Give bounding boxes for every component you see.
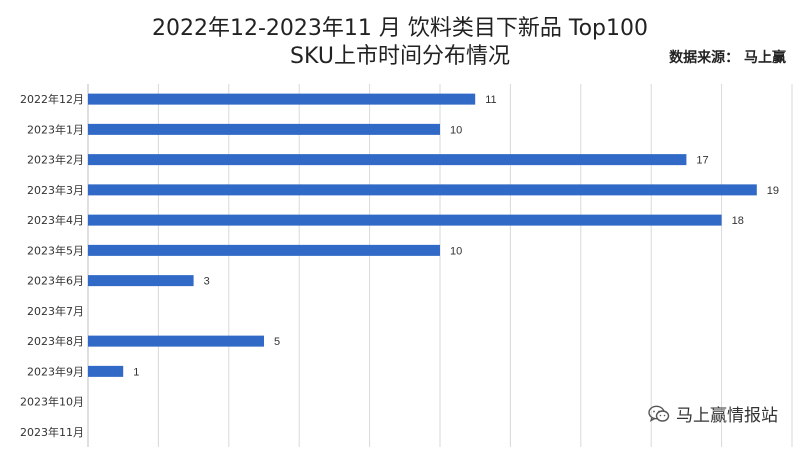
- bar: [88, 93, 476, 105]
- watermark-text: 马上赢情报站: [676, 406, 778, 426]
- category-label: 2023年9月: [27, 364, 84, 378]
- data-label: 10: [450, 124, 462, 136]
- data-label: 17: [696, 155, 708, 167]
- category-label: 2023年8月: [27, 334, 84, 348]
- category-label: 2023年7月: [27, 304, 84, 318]
- bar: [88, 335, 264, 347]
- data-label: 5: [274, 336, 280, 348]
- category-label: 2023年11月: [20, 425, 84, 439]
- data-label: 3: [204, 276, 210, 288]
- bar: [88, 123, 440, 135]
- bar: [88, 184, 757, 196]
- watermark: 马上赢情报站: [648, 401, 778, 426]
- category-label: 2023年2月: [27, 153, 84, 167]
- bar: [88, 275, 194, 287]
- chart-title-line-1: 2022年12-2023年11 月 饮料类目下新品 Top100: [152, 16, 648, 41]
- data-label: 1: [133, 366, 139, 378]
- data-label: 18: [732, 215, 744, 227]
- chart-title-line-2: SKU上市时间分布情况: [290, 44, 510, 69]
- bar: [88, 154, 687, 166]
- data-label: 19: [767, 185, 779, 197]
- data-source-label: 数据来源： 马上赢: [669, 50, 786, 66]
- category-label: 2023年10月: [20, 395, 84, 409]
- wechat-icon: [648, 405, 670, 422]
- data-label: 10: [450, 245, 462, 257]
- category-label: 2023年4月: [27, 213, 84, 227]
- category-label: 2023年5月: [27, 243, 84, 257]
- bar: [88, 214, 722, 226]
- category-label: 2023年3月: [27, 183, 84, 197]
- bar: [88, 365, 124, 377]
- category-label: 2023年6月: [27, 274, 84, 288]
- bar: [88, 244, 440, 256]
- category-label: 2022年12月: [20, 92, 84, 106]
- category-label: 2023年1月: [27, 122, 84, 136]
- data-label: 11: [485, 94, 496, 106]
